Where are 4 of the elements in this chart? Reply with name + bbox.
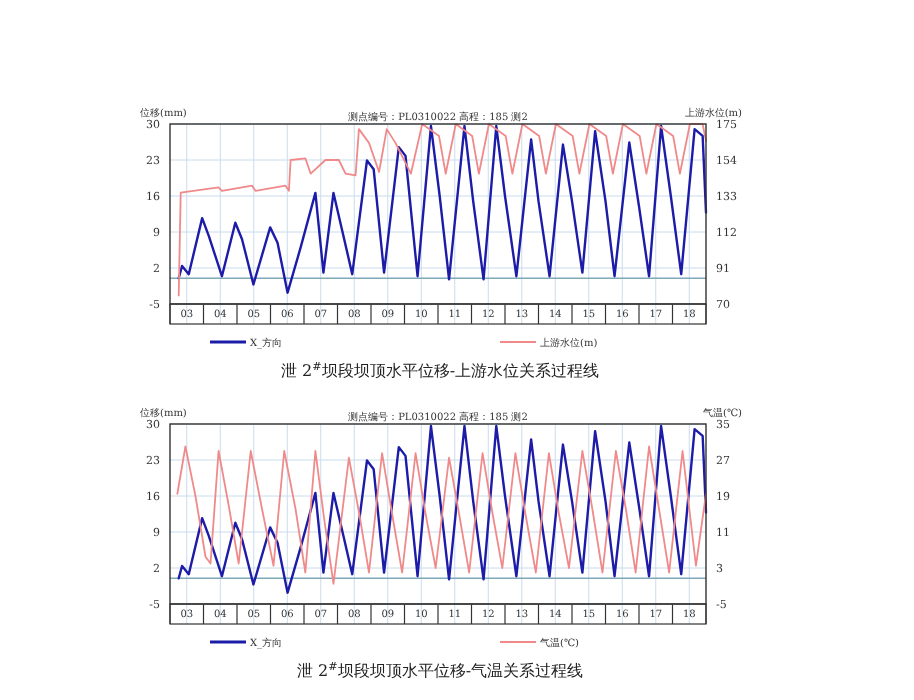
text: 泄 2$^{#}$坝段坝顶水平位移-气温关系过程线: [296, 660, 584, 680]
line-series: [176, 445, 707, 585]
line-series: [177, 424, 708, 594]
text: 泄 2$^{#}$坝段坝顶水平位移-上游水位关系过程线: [280, 360, 600, 380]
